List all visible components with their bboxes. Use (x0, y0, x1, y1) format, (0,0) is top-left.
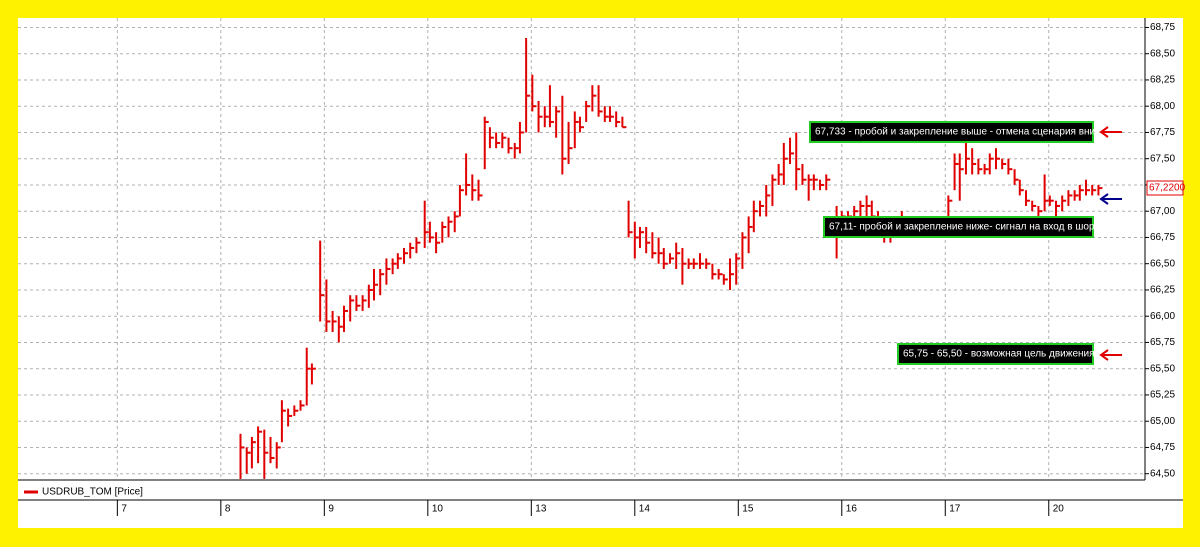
y-tick-label: 66,50 (1150, 258, 1175, 269)
x-tick-label: 9 (328, 504, 334, 515)
annotation-box (897, 343, 1094, 365)
annotation-box (809, 121, 1094, 143)
y-tick-label: 64,75 (1150, 442, 1175, 453)
annotations: 67,733 - пробой и закрепление выше - отм… (809, 121, 1122, 365)
x-tick-label: 15 (742, 504, 754, 515)
y-tick-label: 65,75 (1150, 337, 1175, 348)
x-tick-label: 13 (535, 504, 547, 515)
arrow-head (1099, 126, 1109, 138)
x-tick-label: 8 (225, 504, 231, 515)
annotation-box (823, 216, 1094, 238)
y-tick-label: 67,50 (1150, 153, 1175, 164)
grid (18, 18, 1145, 480)
y-tick-label: 65,25 (1150, 390, 1175, 401)
y-tick-label: 65,00 (1150, 416, 1175, 427)
x-tick-label: 20 (1053, 504, 1065, 515)
x-tick-label: 16 (846, 504, 858, 515)
y-tick-label: 65,50 (1150, 363, 1175, 374)
annotation-text: 65,75 - 65,50 - возможная цель движения (903, 349, 1095, 360)
y-tick-label: 66,25 (1150, 285, 1175, 296)
y-tick-label: 66,75 (1150, 232, 1175, 243)
last-price-label: 67,2200 (1149, 183, 1186, 194)
y-tick-label: 64,50 (1150, 468, 1175, 479)
annotation-text: 67,11- пробой и закрепление ниже- сигнал… (829, 221, 1099, 233)
x-tick-label: 14 (639, 504, 651, 515)
legend-label: USDRUB_TOM [Price] (42, 487, 143, 498)
y-tick-label: 68,50 (1150, 48, 1175, 59)
bars (239, 37, 1103, 479)
y-tick-label: 67,75 (1150, 127, 1175, 138)
arrow-head (1099, 193, 1109, 205)
last-price-box (1146, 180, 1184, 196)
y-tick-label: 68,25 (1150, 75, 1175, 86)
y-tick-label: 67,00 (1150, 206, 1175, 217)
y-tick-label: 68,00 (1150, 101, 1175, 112)
arrow-head (1099, 349, 1109, 361)
y-tick-label: 68,75 (1150, 22, 1175, 33)
annotation-text: 67,733 - пробой и закрепление выше - отм… (815, 126, 1100, 138)
x-tick-label: 7 (121, 504, 127, 515)
panel (18, 18, 1183, 528)
y-tick-label: 66,00 (1150, 311, 1175, 322)
x-tick-label: 17 (949, 504, 961, 515)
x-tick-label: 10 (432, 504, 444, 515)
